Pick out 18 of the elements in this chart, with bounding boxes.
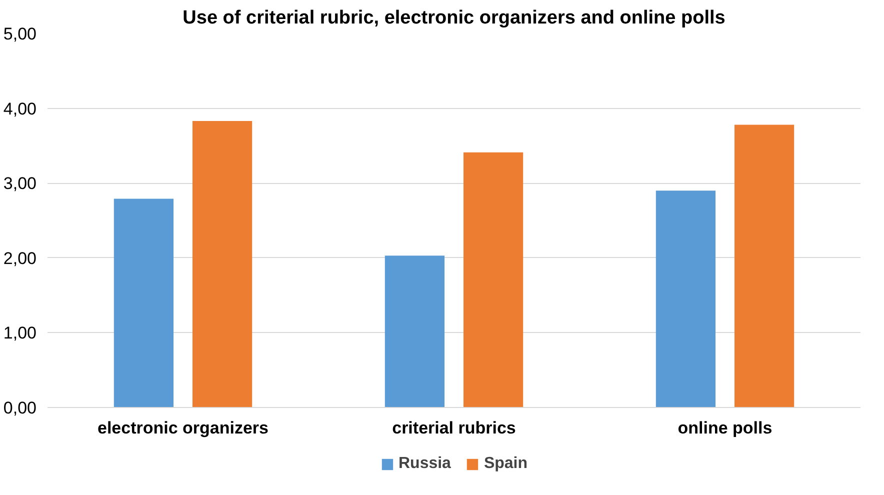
y-tick-label: 4,00: [3, 99, 37, 118]
legend-label: Spain: [484, 455, 528, 473]
y-tick-label: 5,00: [3, 24, 37, 44]
bar: [384, 256, 445, 408]
bar: [114, 198, 174, 408]
y-tick-label: 1,00: [3, 324, 37, 343]
x-tick-label: electronic organizers: [98, 418, 269, 438]
bar: [656, 190, 716, 408]
bar: [192, 121, 252, 408]
chart-title: Use of criterial rubric, electronic organizers and online polls: [182, 8, 726, 28]
y-tick-label: 0,00: [3, 398, 37, 418]
bar: [463, 152, 524, 408]
legend-label: Russia: [398, 455, 451, 473]
y-tick-label: 2,00: [3, 248, 37, 268]
y-tick-label: 3,00: [3, 174, 37, 194]
x-tick-label: online polls: [678, 418, 772, 438]
bar: [734, 124, 794, 408]
x-tick-label: criterial rubrics: [392, 418, 516, 438]
